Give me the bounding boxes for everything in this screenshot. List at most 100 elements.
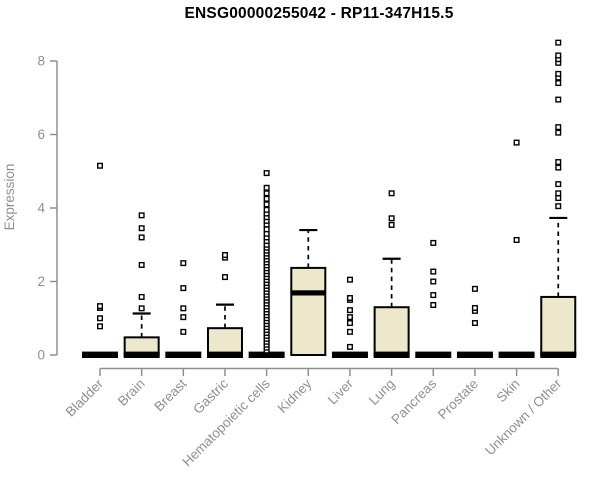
outlier-point bbox=[221, 252, 228, 259]
box-gastric bbox=[206, 252, 243, 358]
outlier-point bbox=[263, 184, 270, 191]
outlier-point bbox=[263, 201, 270, 208]
category-label: Liver bbox=[325, 376, 357, 408]
outlier-point bbox=[346, 328, 353, 335]
outlier-point bbox=[263, 206, 270, 213]
outlier-point bbox=[138, 234, 145, 241]
outlier-point bbox=[555, 70, 562, 77]
outlier-point bbox=[555, 190, 562, 197]
outlier-point bbox=[388, 190, 395, 197]
outlier-point bbox=[221, 274, 228, 281]
outlier-point bbox=[346, 307, 353, 314]
outlier-point bbox=[430, 278, 437, 285]
y-tick-label: 6 bbox=[37, 127, 45, 142]
outlier-point bbox=[346, 343, 353, 350]
collapsed-box-bar bbox=[331, 351, 368, 358]
outlier-point bbox=[555, 203, 562, 210]
box-rect bbox=[373, 306, 410, 357]
outlier-point bbox=[555, 96, 562, 103]
outlier-point bbox=[388, 215, 395, 222]
category-label: Unknown / Other bbox=[482, 376, 565, 459]
outlier-point bbox=[513, 236, 520, 243]
outlier-point bbox=[346, 276, 353, 283]
outlier-point bbox=[555, 52, 562, 59]
outlier-point bbox=[180, 260, 187, 267]
outlier-point bbox=[180, 305, 187, 312]
chart-title: ENSG00000255042 - RP11-347H15.5 bbox=[184, 5, 454, 22]
outlier-point bbox=[555, 124, 562, 131]
box-brain bbox=[123, 212, 160, 358]
outlier-point bbox=[180, 314, 187, 321]
outlier-point bbox=[555, 80, 562, 87]
box-liver bbox=[331, 276, 368, 358]
category-label: Lung bbox=[366, 376, 398, 408]
outlier-point bbox=[430, 239, 437, 246]
box-unknown-other bbox=[540, 39, 577, 358]
y-tick-label: 2 bbox=[37, 274, 45, 289]
outlier-point bbox=[430, 268, 437, 275]
outlier-point bbox=[555, 195, 562, 202]
outlier-point bbox=[555, 39, 562, 46]
median-line bbox=[540, 351, 577, 358]
box-rect bbox=[540, 295, 577, 356]
box-skin bbox=[498, 139, 535, 358]
collapsed-box-bar bbox=[165, 351, 202, 358]
outlier-point bbox=[96, 315, 103, 322]
y-tick-label: 8 bbox=[37, 54, 45, 69]
category-label: Skin bbox=[494, 376, 523, 405]
outlier-point bbox=[471, 320, 478, 327]
y-tick-label: 4 bbox=[37, 201, 45, 216]
outlier-point bbox=[263, 195, 270, 202]
outlier-point bbox=[180, 285, 187, 292]
box-pancreas bbox=[415, 239, 452, 358]
outlier-point bbox=[263, 190, 270, 197]
outlier-point bbox=[430, 302, 437, 309]
outlier-point bbox=[263, 170, 270, 177]
outlier-point bbox=[430, 292, 437, 299]
box-prostate bbox=[456, 285, 493, 358]
median-line bbox=[206, 351, 243, 358]
outlier-point bbox=[138, 305, 145, 312]
collapsed-box-bar bbox=[248, 351, 285, 358]
outlier-point bbox=[346, 314, 353, 321]
outlier-point bbox=[513, 139, 520, 146]
box-breast bbox=[165, 260, 202, 358]
category-label: Pancreas bbox=[388, 376, 439, 427]
category-label: Bladder bbox=[63, 376, 107, 420]
outlier-point bbox=[471, 304, 478, 311]
category-label: Prostate bbox=[435, 376, 481, 422]
outlier-point bbox=[263, 226, 270, 233]
outlier-point bbox=[471, 285, 478, 292]
box-bladder bbox=[82, 162, 118, 358]
outlier-point bbox=[138, 261, 145, 268]
outlier-point bbox=[346, 320, 353, 327]
median-line bbox=[291, 290, 326, 296]
outlier-point bbox=[555, 164, 562, 171]
outlier-point bbox=[180, 328, 187, 335]
outlier-point bbox=[138, 212, 145, 219]
outlier-point bbox=[555, 159, 562, 166]
outlier-point bbox=[96, 323, 103, 330]
outlier-point bbox=[96, 162, 103, 169]
outlier-point bbox=[555, 181, 562, 188]
box-kidney bbox=[290, 228, 327, 356]
box-rect bbox=[206, 327, 243, 356]
outlier-point bbox=[138, 293, 145, 300]
collapsed-box-bar bbox=[456, 351, 493, 358]
outlier-point bbox=[96, 303, 103, 310]
category-label: Breast bbox=[151, 376, 189, 414]
outlier-point bbox=[555, 129, 562, 136]
outlier-point bbox=[388, 221, 395, 228]
median-line bbox=[373, 351, 410, 358]
category-label: Kidney bbox=[275, 376, 315, 416]
outlier-point bbox=[346, 295, 353, 302]
collapsed-box-bar bbox=[82, 351, 118, 358]
outlier-point bbox=[138, 225, 145, 232]
collapsed-box-bar bbox=[498, 351, 535, 358]
collapsed-box-bar bbox=[415, 351, 452, 358]
box-hematopoietic-cells bbox=[248, 170, 285, 358]
y-tick-label: 0 bbox=[37, 348, 45, 363]
box-lung bbox=[373, 190, 410, 358]
